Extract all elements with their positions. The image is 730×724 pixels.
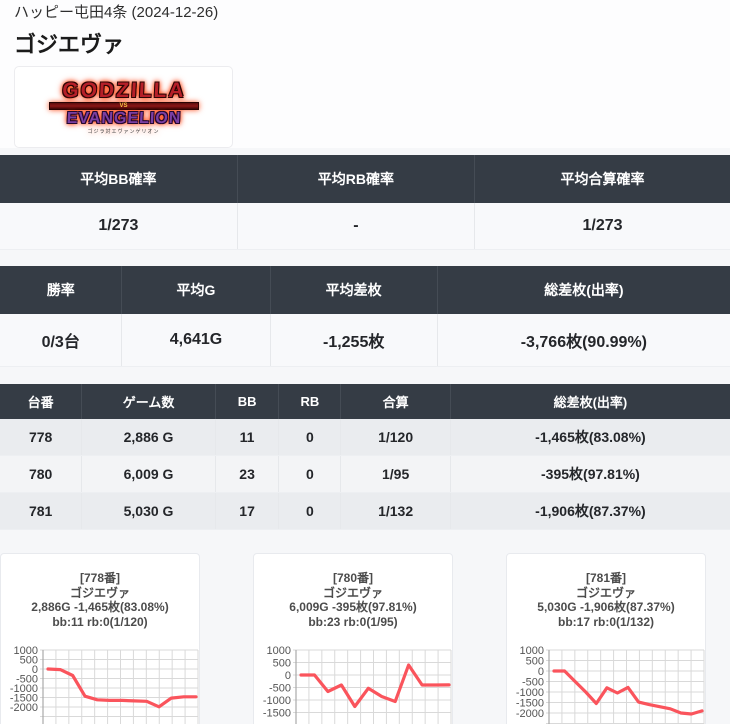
header-avg-bb-rate: 平均BB確率 [0, 155, 238, 203]
value-win-rate: 0/3台 [0, 314, 123, 367]
chart-machine-label: [781番] [585, 571, 626, 585]
slump-graphs-section: [778番] ゴジエヴァ 2,886G -1,465枚(83.08%) bb:1… [0, 553, 730, 724]
value-avg-rb-rate: - [237, 203, 476, 250]
table-header-row: 勝率 平均G 平均差枚 総差枚(出率) [0, 266, 730, 314]
page-title: ゴジエヴァ [14, 32, 125, 57]
logo-godzilla-text: GODZILLA [61, 78, 186, 102]
machine-row-780: 780 6,009 G 23 0 1/95 -395枚(97.81%) [0, 455, 730, 493]
header-total-diff-medals: 総差枚(出率) [437, 266, 730, 314]
cell-rb: 0 [278, 455, 342, 493]
store-date-line: ハッピー屯田4条 (2024-12-26) [14, 4, 219, 21]
cell-rb: 0 [278, 419, 342, 456]
table-value-row: 1/273 - 1/273 [0, 203, 730, 250]
value-avg-total-rate: 1/273 [474, 203, 730, 250]
header-bb: BB [215, 384, 280, 419]
chart-stats-line: 2,886G -1,465枚(83.08%) [31, 600, 169, 614]
cell-machine-no: 778 [0, 419, 83, 456]
chart-machine-label: [778番] [79, 571, 120, 585]
chart-machine-name: ゴジエヴァ [322, 585, 383, 600]
cell-total-diff: -1,906枚(87.37%) [450, 492, 730, 530]
chart-machine-name: ゴジエヴァ [575, 585, 636, 600]
header-avg-total-rate: 平均合算確率 [474, 155, 730, 203]
header-game-count: ゲーム数 [81, 384, 216, 419]
svg-text:-500: -500 [16, 674, 38, 686]
slump-graph-card-780: [780番] ゴジエヴァ 6,009G -395枚(97.81%) bb:23 … [253, 553, 453, 724]
chart-bonus-line: bb:11 rb:0(1/120) [52, 614, 148, 629]
svg-text:500: 500 [526, 656, 544, 668]
chart-stats-line: 5,030G -1,906枚(87.37%) [537, 600, 675, 614]
svg-text:-2000: -2000 [10, 702, 38, 714]
cell-bb: 17 [215, 492, 280, 530]
svg-text:1000: 1000 [267, 645, 291, 657]
svg-text:-2000: -2000 [516, 708, 544, 720]
logo-vs-band: VS [48, 101, 199, 110]
cell-rb: 0 [278, 492, 342, 530]
value-avg-games: 4,641G [121, 314, 271, 367]
value-avg-bb-rate: 1/273 [0, 203, 238, 250]
svg-text:500: 500 [20, 655, 38, 667]
chart-bonus-line: bb:23 rb:0(1/95) [308, 614, 398, 629]
svg-text:0: 0 [285, 670, 291, 682]
value-total-diff-medals: -3,766枚(90.99%) [437, 314, 730, 367]
svg-text:0: 0 [538, 666, 544, 678]
svg-text:-500: -500 [269, 683, 291, 695]
svg-text:-1000: -1000 [263, 695, 291, 707]
cell-total-diff: -1,465枚(83.08%) [450, 419, 730, 456]
svg-text:0: 0 [32, 664, 38, 676]
machine-logo-card: GODZILLA VS EVANGELION ゴジラ対エヴァンゲリオン [14, 66, 233, 148]
cell-game-count: 5,030 G [81, 492, 216, 530]
header-combined: 合算 [340, 384, 451, 419]
page-header: ハッピー屯田4条 (2024-12-26) ゴジエヴァ GODZILLA VS … [0, 0, 730, 148]
machine-list-table: 台番 ゲーム数 BB RB 合算 総差枚(出率) 778 2,886 G 11 … [0, 384, 730, 530]
machine-row-781: 781 5,030 G 17 0 1/132 -1,906枚(87.37%) [0, 492, 730, 530]
cell-bb: 11 [215, 419, 280, 456]
svg-text:-1500: -1500 [10, 693, 38, 705]
value-avg-diff-medals: -1,255枚 [270, 314, 438, 367]
logo-subtitle-text: ゴジラ対エヴァンゲリオン [87, 128, 160, 135]
header-total-diff: 総差枚(出率) [450, 384, 730, 419]
logo-evangelion-text: EVANGELION [65, 109, 182, 127]
svg-text:1000: 1000 [520, 645, 544, 657]
svg-text:-1500: -1500 [263, 708, 291, 720]
table-header-row: 平均BB確率 平均RB確率 平均合算確率 [0, 155, 730, 203]
header-machine-no: 台番 [0, 384, 83, 419]
cell-machine-no: 781 [0, 492, 83, 530]
cell-machine-no: 780 [0, 455, 83, 493]
cell-combined: 1/120 [340, 419, 451, 456]
chart-stats-line: 6,009G -395枚(97.81%) [289, 600, 417, 614]
chart-machine-name: ゴジエヴァ [69, 585, 130, 600]
svg-text:-1000: -1000 [516, 687, 544, 699]
godzilla-vs-evangelion-logo: GODZILLA VS EVANGELION ゴジラ対エヴァンゲリオン [48, 78, 199, 135]
header-rb: RB [278, 384, 342, 419]
header-avg-rb-rate: 平均RB確率 [237, 155, 476, 203]
cell-bb: 23 [215, 455, 280, 493]
svg-text:1000: 1000 [14, 645, 38, 657]
slump-graph-card-778: [778番] ゴジエヴァ 2,886G -1,465枚(83.08%) bb:1… [0, 553, 200, 724]
svg-text:-1500: -1500 [516, 698, 544, 710]
header-win-rate: 勝率 [0, 266, 123, 314]
svg-text:-500: -500 [522, 677, 544, 689]
machine-row-778: 778 2,886 G 11 0 1/120 -1,465枚(83.08%) [0, 419, 730, 456]
bonus-probability-table: 平均BB確率 平均RB確率 平均合算確率 1/273 - 1/273 [0, 155, 730, 250]
cell-game-count: 6,009 G [81, 455, 216, 493]
table-value-row: 0/3台 4,641G -1,255枚 -3,766枚(90.99%) [0, 314, 730, 367]
table-header-row: 台番 ゲーム数 BB RB 合算 総差枚(出率) [0, 384, 730, 419]
header-avg-diff-medals: 平均差枚 [270, 266, 438, 314]
cell-game-count: 2,886 G [81, 419, 216, 456]
cell-combined: 1/132 [340, 492, 451, 530]
slump-graph-card-781: [781番] ゴジエヴァ 5,030G -1,906枚(87.37%) bb:1… [506, 553, 706, 724]
svg-text:500: 500 [273, 658, 291, 670]
chart-bonus-line: bb:17 rb:0(1/132) [557, 614, 655, 629]
chart-machine-label: [780番] [332, 571, 373, 585]
cell-total-diff: -395枚(97.81%) [450, 455, 730, 493]
svg-text:-1000: -1000 [10, 683, 38, 695]
cell-combined: 1/95 [340, 455, 451, 493]
summary-stats-table: 勝率 平均G 平均差枚 総差枚(出率) 0/3台 4,641G -1,255枚 … [0, 266, 730, 367]
header-avg-games: 平均G [121, 266, 271, 314]
